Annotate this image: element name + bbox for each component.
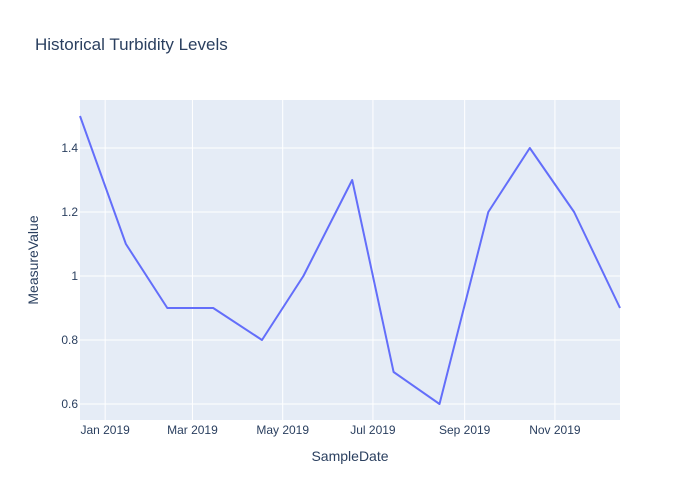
x-tick-label: Sep 2019 [439,423,491,437]
x-axis-title: SampleDate [311,448,388,464]
y-tick-label: 0.6 [61,397,78,411]
series-group [79,115,621,405]
plot-background [80,100,620,420]
x-gridlines [104,100,556,420]
x-tick-label: May 2019 [256,423,309,437]
series-line [79,115,621,405]
chart-title: Historical Turbidity Levels [35,35,228,54]
x-tick-label: Mar 2019 [167,423,218,437]
y-axis-title: MeasureValue [25,215,41,304]
x-tick-label: Jul 2019 [350,423,396,437]
x-tick-label: Jan 2019 [80,423,130,437]
x-tick-label: Nov 2019 [529,423,581,437]
y-tick-label: 0.8 [61,333,78,347]
y-tick-label: 1 [71,269,78,283]
x-tick-labels: Jan 2019 Mar 2019 May 2019 Jul 2019 Sep 2019… [80,423,580,437]
y-tick-label: 1.2 [61,205,78,219]
y-tick-label: 1.4 [61,141,78,155]
y-tick-labels: 0.6 0.8 1 1.2 1.4 [61,141,78,411]
